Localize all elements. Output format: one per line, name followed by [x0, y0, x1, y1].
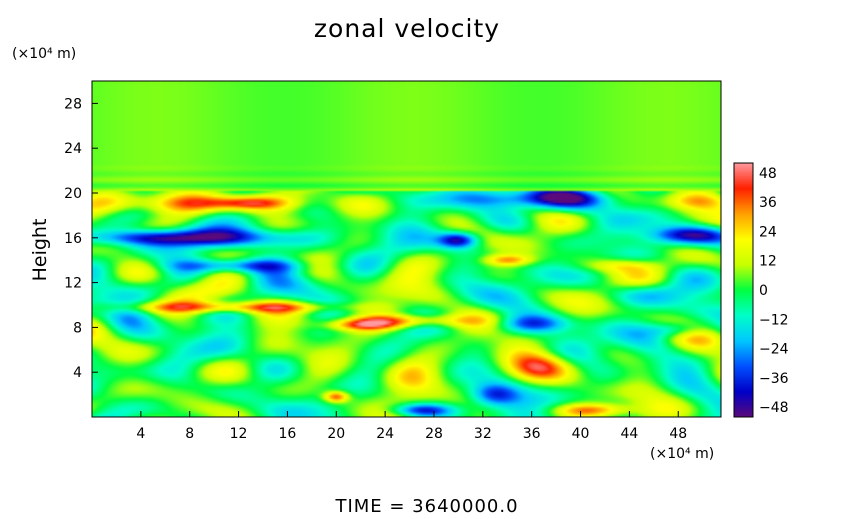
colorbar-ticks: 48 36 24 12 0 −12 −24 −36 −48	[759, 166, 789, 416]
x-tick-label: 32	[474, 426, 492, 442]
x-tick-label: 28	[425, 426, 443, 442]
y-axis-unit-label: (×10⁴ m)	[12, 46, 77, 62]
y-tick-label: 20	[64, 186, 82, 202]
colorbar-tick-label: 0	[759, 283, 768, 299]
colorbar	[734, 163, 753, 417]
y-tick-label: 28	[64, 96, 82, 112]
colorbar-tick-label: 12	[759, 254, 777, 270]
x-tick-label: 16	[279, 426, 297, 442]
y-tick-label: 16	[64, 231, 82, 247]
x-tick-label: 20	[327, 426, 345, 442]
x-tick-label: 40	[572, 426, 590, 442]
x-tick-label: 48	[669, 426, 687, 442]
x-axis: 4 8 12 16 20 24 28 32 36 40 44 48	[136, 411, 687, 442]
colorbar-tick-label: −12	[759, 312, 789, 328]
y-axis: 4 8 12 16 20 24 28	[64, 96, 98, 381]
x-tick-label: 8	[185, 426, 194, 442]
time-footer: TIME = 3640000.0	[335, 496, 519, 517]
y-tick-label: 12	[64, 276, 82, 292]
x-tick-label: 12	[230, 426, 248, 442]
x-tick-label: 44	[620, 426, 638, 442]
y-tick-label: 24	[64, 141, 82, 157]
velocity-field	[92, 81, 721, 417]
x-axis-unit-label: (×10⁴ m)	[650, 446, 715, 462]
x-tick-label: 4	[136, 426, 145, 442]
colorbar-frame	[733, 162, 754, 418]
y-tick-label: 8	[73, 320, 82, 336]
chart-title: zonal velocity	[313, 14, 501, 43]
x-tick-label: 36	[523, 426, 541, 442]
y-tick-label: 4	[73, 365, 82, 381]
colorbar-tick-label: −24	[759, 342, 789, 358]
colorbar-tick-label: −48	[759, 400, 789, 416]
colorbar-tick-label: 24	[759, 224, 777, 240]
x-tick-label: 24	[376, 426, 394, 442]
colorbar-tick-label: 36	[759, 195, 777, 211]
colorbar-tick-label: −36	[759, 371, 789, 387]
plot-frame	[91, 80, 722, 418]
colorbar-tick-label: 48	[759, 166, 777, 182]
